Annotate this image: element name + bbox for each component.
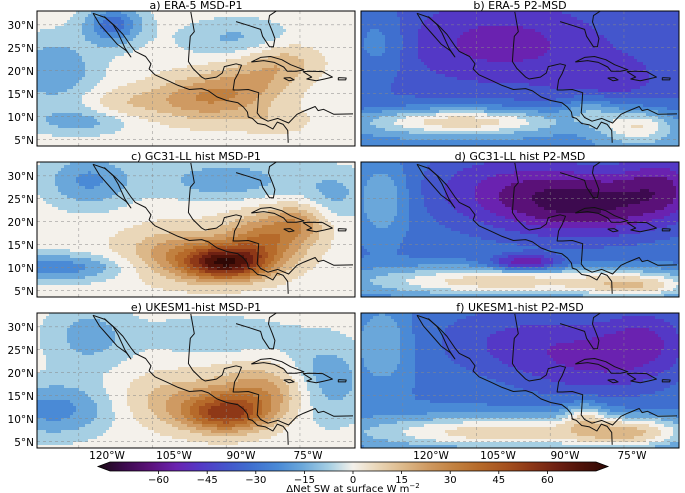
- panel-title: c) GC31-LL hist MSD-P1: [131, 150, 261, 163]
- lat-axis-row-3: 30°N 25°N 20°N 15°N 10°N 5°N: [8, 322, 34, 449]
- gridlines: [361, 162, 679, 297]
- lat-axis-row-1: 30°N 25°N 20°N 15°N 10°N 5°N: [8, 20, 34, 147]
- contour-field: [361, 11, 679, 146]
- lat-tick: 25°N: [8, 345, 34, 357]
- lat-tick: 10°N: [8, 414, 34, 426]
- coastlines: [416, 313, 678, 445]
- map-frame: [36, 10, 356, 147]
- panel-a: a) ERA-5 MSD-P1: [36, 0, 356, 147]
- panel-c: c) GC31-LL hist MSD-P1: [36, 150, 356, 298]
- panel-title: b) ERA-5 P2-MSD: [473, 0, 566, 12]
- lat-tick: 15°N: [8, 391, 34, 403]
- contour-field: [361, 162, 679, 297]
- colorbar: −60 −45 −30 −15 0 15 30 45 60 ΔNet SW at surface…: [96, 461, 610, 493]
- lat-tick: 25°N: [8, 194, 34, 206]
- map-frame: [360, 161, 680, 298]
- gridlines: [361, 313, 679, 448]
- lat-tick: 5°N: [14, 286, 34, 298]
- colorbar-tick-label: 60: [541, 475, 554, 486]
- lat-tick: 30°N: [8, 20, 34, 32]
- colorbar-tick-label: 15: [395, 475, 408, 486]
- panel-title: a) ERA-5 MSD-P1: [150, 0, 243, 12]
- lon-tick: 105°W: [156, 450, 192, 462]
- gridlines: [37, 313, 355, 448]
- lat-tick: 10°N: [8, 112, 34, 124]
- lat-tick: 20°N: [8, 66, 34, 78]
- coastlines: [92, 313, 354, 445]
- gridlines: [37, 162, 355, 297]
- lat-tick: 30°N: [8, 322, 34, 334]
- panel-f: f) UKESM1-hist P2-MSD: [360, 301, 680, 449]
- lon-axis-left: 120°W 105°W 90°W 75°W: [89, 450, 323, 462]
- map-frame: [360, 312, 680, 449]
- lon-tick: 75°W: [294, 450, 324, 462]
- lon-tick: 120°W: [413, 450, 449, 462]
- coastlines: [416, 11, 678, 143]
- lon-axis-right: 120°W 105°W 90°W 75°W: [413, 450, 647, 462]
- coastlines: [416, 162, 678, 294]
- colorbar-tick-label: −30: [245, 475, 266, 486]
- colorbar-tick-label: −15: [294, 475, 315, 486]
- lat-tick: 10°N: [8, 263, 34, 275]
- colorbar-tick-label: −45: [197, 475, 218, 486]
- lat-tick: 5°N: [14, 135, 34, 147]
- panel-d: d) GC31-LL hist P2-MSD: [360, 150, 680, 298]
- lon-tick: 105°W: [480, 450, 516, 462]
- colorbar-tick-label: 30: [444, 475, 457, 486]
- map-frame: [36, 161, 356, 298]
- lat-tick: 25°N: [8, 43, 34, 55]
- gridlines: [361, 11, 679, 146]
- lat-axis-row-2: 30°N 25°N 20°N 15°N 10°N 5°N: [8, 171, 34, 298]
- colorbar-bar: [96, 461, 610, 472]
- lat-tick: 15°N: [8, 240, 34, 252]
- lat-tick: 30°N: [8, 171, 34, 183]
- map-frame: [360, 10, 680, 147]
- gridlines: [37, 11, 355, 146]
- map-frame: [36, 312, 356, 449]
- lat-tick: 5°N: [14, 437, 34, 449]
- lon-tick: 120°W: [89, 450, 125, 462]
- panel-title: f) UKESM1-hist P2-MSD: [456, 301, 583, 314]
- colorbar-tick-label: 45: [492, 475, 505, 486]
- lon-tick: 75°W: [618, 450, 648, 462]
- colorbar-tick-label: −60: [148, 475, 169, 486]
- contour-field: [37, 313, 355, 448]
- contour-field: [361, 313, 679, 448]
- coastlines: [92, 162, 354, 294]
- lat-tick: 15°N: [8, 89, 34, 101]
- panel-title: d) GC31-LL hist P2-MSD: [455, 150, 586, 163]
- lon-tick: 90°W: [227, 450, 257, 462]
- coastlines: [92, 11, 354, 143]
- panel-title: e) UKESM1-hist MSD-P1: [131, 301, 261, 314]
- colorbar-label: ΔNet SW at surface W m−2: [286, 482, 420, 493]
- panel-e: e) UKESM1-hist MSD-P1: [36, 301, 356, 449]
- lat-tick: 20°N: [8, 368, 34, 380]
- lon-tick: 90°W: [551, 450, 581, 462]
- colorbar-tick-label: 0: [350, 475, 356, 486]
- panel-b: b) ERA-5 P2-MSD: [360, 0, 680, 147]
- lat-tick: 20°N: [8, 217, 34, 229]
